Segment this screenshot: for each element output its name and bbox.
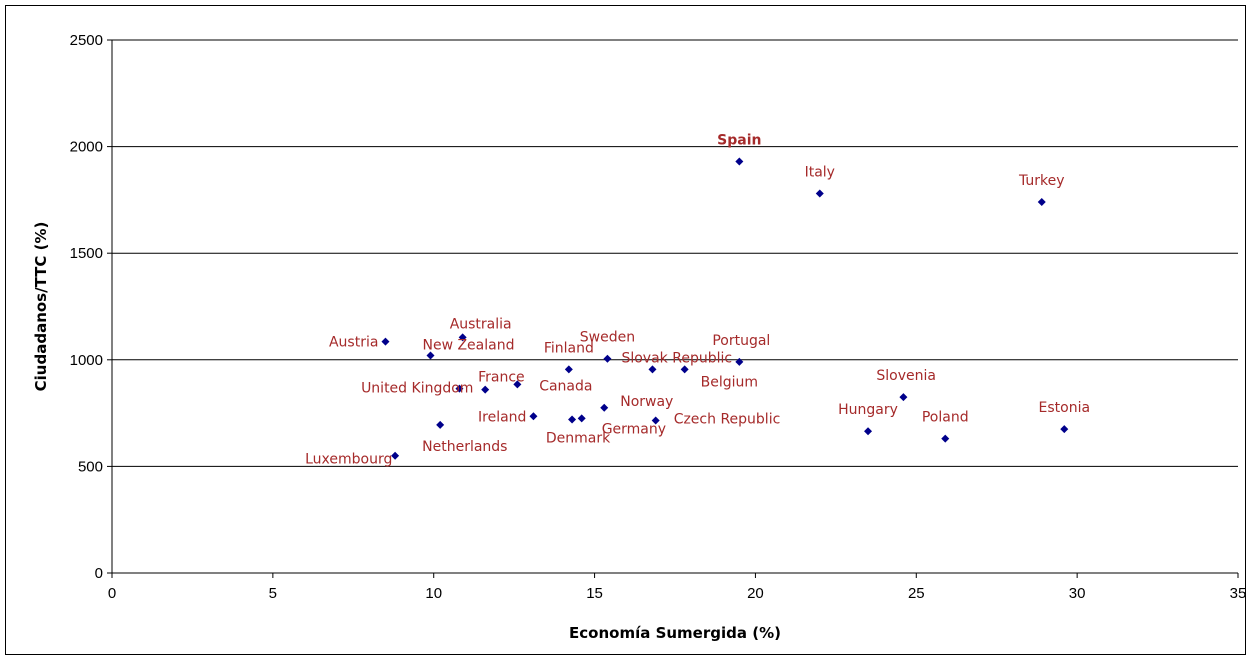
- data-point: [735, 157, 744, 166]
- x-axis-title: Economía Sumergida (%): [569, 624, 781, 642]
- data-point: [391, 451, 400, 460]
- data-point: [529, 412, 538, 421]
- data-point: [864, 427, 873, 436]
- data-label: Finland: [544, 340, 594, 356]
- data-label: Spain: [717, 133, 761, 149]
- data-label: Poland: [922, 410, 969, 426]
- y-axis-title: Ciudadanos/TTC (%): [32, 222, 50, 392]
- data-label: Slovenia: [876, 368, 936, 384]
- data-label: Czech Republic: [674, 412, 781, 428]
- data-point: [481, 385, 490, 394]
- data-label: Italy: [805, 165, 835, 181]
- data-label: Australia: [450, 316, 512, 332]
- data-point: [436, 420, 445, 429]
- data-point: [381, 337, 390, 346]
- data-label: Ireland: [478, 409, 526, 425]
- data-point: [1060, 425, 1069, 434]
- data-label: Slovak Republic: [621, 350, 732, 366]
- x-tick-label: 25: [908, 585, 925, 602]
- y-tick-label: 1500: [70, 245, 103, 262]
- data-point: [458, 333, 467, 342]
- data-point: [513, 380, 522, 389]
- data-point: [648, 365, 657, 374]
- y-tick-label: 500: [78, 458, 103, 475]
- y-tick-label: 0: [95, 565, 103, 582]
- data-point: [815, 189, 824, 198]
- data-point: [600, 403, 609, 412]
- data-label: Turkey: [1018, 173, 1065, 189]
- data-point: [651, 416, 660, 425]
- data-label: Hungary: [838, 402, 898, 418]
- data-label: United Kingdom: [361, 381, 473, 397]
- x-tick-label: 35: [1230, 585, 1247, 602]
- data-point: [564, 365, 573, 374]
- data-label: Denmark: [546, 430, 611, 446]
- data-label: Austria: [329, 335, 378, 351]
- data-label: Portugal: [712, 333, 770, 349]
- data-point: [603, 354, 612, 363]
- data-point: [941, 434, 950, 443]
- data-point: [735, 357, 744, 366]
- y-tick-label: 1000: [70, 352, 103, 369]
- data-label: Norway: [620, 394, 673, 410]
- y-tick-label: 2500: [70, 32, 103, 49]
- data-label: France: [478, 369, 525, 385]
- data-point: [455, 384, 464, 393]
- data-point: [899, 393, 908, 402]
- data-point: [1037, 198, 1046, 207]
- chart-frame: [5, 5, 1246, 655]
- x-tick-label: 10: [425, 585, 442, 602]
- data-label: Estonia: [1039, 400, 1091, 416]
- data-label: Sweden: [580, 330, 635, 346]
- data-point: [568, 415, 577, 424]
- data-label: Netherlands: [422, 439, 507, 455]
- data-label: Belgium: [701, 374, 758, 390]
- data-label: Luxembourg: [305, 452, 392, 468]
- x-tick-label: 5: [269, 585, 277, 602]
- data-point: [426, 351, 435, 360]
- data-label: Germany: [602, 421, 666, 437]
- data-label: Canada: [539, 379, 592, 395]
- x-tick-label: 0: [108, 585, 116, 602]
- x-tick-label: 30: [1069, 585, 1086, 602]
- data-point: [577, 414, 586, 423]
- x-tick-label: 15: [586, 585, 603, 602]
- x-tick-label: 20: [747, 585, 764, 602]
- data-point: [680, 365, 689, 374]
- y-tick-label: 2000: [70, 139, 103, 156]
- data-label: New Zealand: [422, 338, 514, 354]
